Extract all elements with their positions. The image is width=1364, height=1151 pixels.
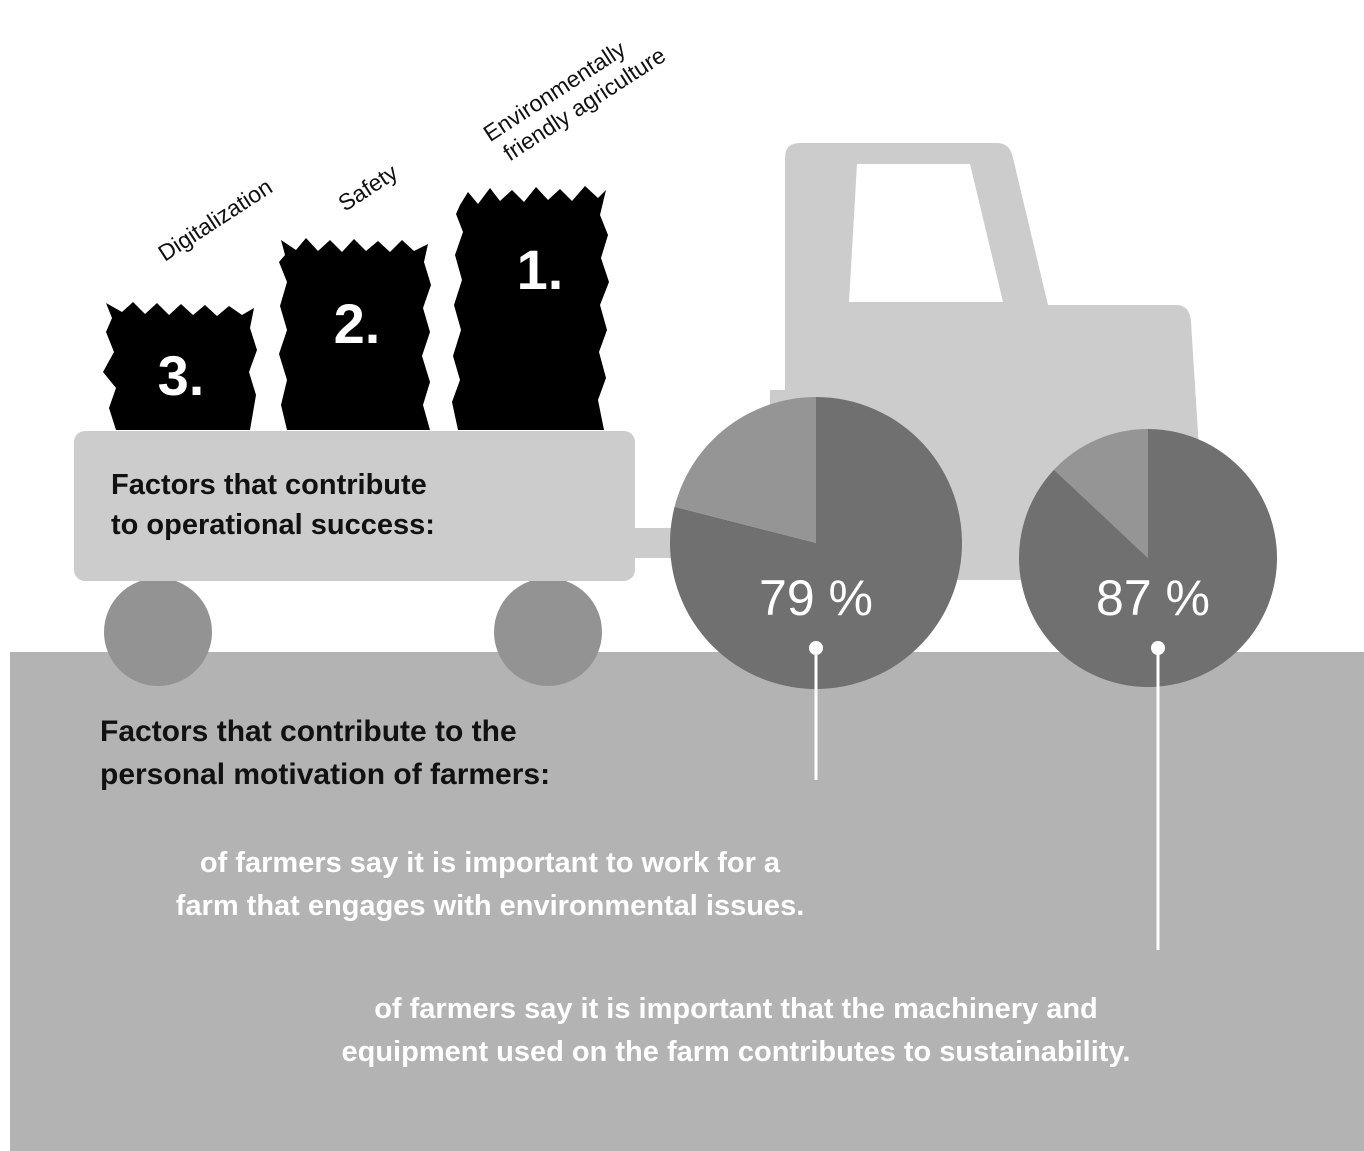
stat-1-text-line2: farm that engages with environmental iss…: [175, 890, 805, 922]
pie-2-slice-1: [1018, 429, 1277, 688]
trailer-wheel-right: [494, 578, 602, 686]
leader-dot-1: [809, 641, 823, 655]
rank-3: 3.: [157, 344, 205, 407]
motivation-title: Factors that contribute to the personal …: [100, 710, 550, 796]
ground: [10, 652, 1364, 1151]
hay-bale-icon-3: [103, 302, 257, 430]
trailer-icon: [74, 431, 635, 581]
stat-2-text-line2: equipment used on the farm contributes t…: [341, 1036, 1131, 1068]
hay-bale-icon-2: [279, 238, 431, 430]
pie-charts: [670, 397, 1277, 689]
motivation-title-line1: Factors that contribute to the: [100, 715, 517, 748]
pie-1-slice-2: [674, 397, 816, 543]
motivation-title-line2: personal motivation of farmers:: [100, 758, 551, 791]
leader-dot-2: [1151, 641, 1165, 655]
stat-1-text: of farmers say it is important to work f…: [90, 842, 890, 928]
pie-1-label: 79 %: [759, 570, 873, 626]
leader-lines: [809, 641, 1165, 950]
hay-bale-icon-1: [452, 186, 609, 430]
stat-1-text-line1: of farmers say it is important to work f…: [199, 847, 781, 879]
trailer-title: Factors that contribute to operational s…: [111, 465, 435, 545]
stat-2-text-line1: of farmers say it is important that the …: [374, 993, 1098, 1025]
pie-2-label: 87 %: [1096, 570, 1210, 626]
pie-2-slice-2: [1053, 429, 1148, 558]
trailer-title-line1: Factors that contribute: [111, 469, 427, 501]
hay-bales: [103, 186, 609, 430]
stat-2-text: of farmers say it is important that the …: [236, 988, 1236, 1074]
rank-2: 2.: [333, 292, 381, 355]
tractor-window: [849, 164, 1003, 302]
rank-1: 1.: [516, 238, 564, 301]
trailer-wheel-left: [104, 578, 212, 686]
trailer-title-line2: to operational success:: [111, 509, 435, 541]
